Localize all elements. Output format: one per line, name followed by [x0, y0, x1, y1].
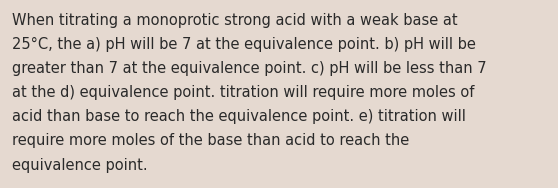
Text: require more moles of the base than acid to reach the: require more moles of the base than acid…: [12, 133, 410, 149]
Text: at the d) equivalence point. titration will require more moles of: at the d) equivalence point. titration w…: [12, 85, 475, 100]
Text: equivalence point.: equivalence point.: [12, 158, 148, 173]
Text: 25°C, the a) pH will be 7 at the equivalence point. b) pH will be: 25°C, the a) pH will be 7 at the equival…: [12, 37, 476, 52]
Text: When titrating a monoprotic strong acid with a weak base at: When titrating a monoprotic strong acid …: [12, 13, 458, 28]
Text: greater than 7 at the equivalence point. c) pH will be less than 7: greater than 7 at the equivalence point.…: [12, 61, 487, 76]
Text: acid than base to reach the equivalence point. e) titration will: acid than base to reach the equivalence …: [12, 109, 466, 124]
